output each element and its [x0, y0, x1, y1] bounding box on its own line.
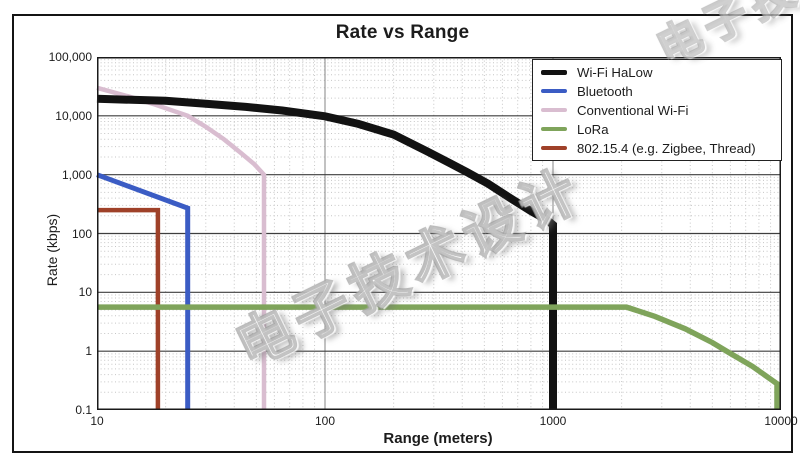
legend-swatch-802-15-4-e-g-zigbee-thread — [541, 146, 567, 150]
x-tick-label-10: 10 — [90, 414, 104, 428]
plot-area — [96, 57, 781, 410]
y-tick-label-1: 1 — [85, 344, 92, 359]
legend-item-conventional-wi-fi: Conventional Wi-Fi — [541, 102, 773, 118]
legend-label-802-15-4-e-g-zigbee-thread: 802.15.4 (e.g. Zigbee, Thread) — [577, 140, 756, 156]
legend-swatch-bluetooth — [541, 89, 567, 93]
chart-frame: Rate vs Range 100,000 10,000 1,000 100 10 1 0.… — [12, 14, 798, 453]
legend-item-bluetooth: Bluetooth — [541, 83, 773, 99]
x-tick-label-10000: 10000 — [764, 414, 798, 428]
series-line-802-15-4-e-g-zigbee-thread — [97, 207, 161, 410]
series-line-bluetooth — [96, 172, 191, 410]
y-tick-label-10000: 10,000 — [55, 108, 92, 123]
plot-border — [97, 57, 781, 410]
series-line-conventional-wi-fi — [96, 85, 267, 410]
legend-label-conventional-wi-fi: Conventional Wi-Fi — [577, 102, 689, 118]
legend-item-wi-fi-halow: Wi-Fi HaLow — [541, 64, 773, 80]
legend-label-bluetooth: Bluetooth — [577, 83, 633, 99]
y-tick-label-1000: 1,000 — [61, 167, 92, 182]
y-tick-label-10: 10 — [78, 285, 92, 300]
legend-swatch-conventional-wi-fi — [541, 108, 567, 112]
legend-label-lora: LoRa — [577, 121, 609, 137]
legend: Wi-Fi HaLow Bluetooth Conventional Wi-Fi Lo… — [532, 59, 782, 161]
legend-label-wi-fi-halow: Wi-Fi HaLow — [577, 64, 653, 80]
x-tick-label-100: 100 — [314, 414, 336, 428]
y-tick-label-100000: 100,000 — [48, 50, 92, 64]
plot-svg — [96, 57, 781, 410]
legend-item-lora: LoRa — [541, 121, 773, 137]
y-tick-label-0.1: 0.1 — [75, 403, 92, 417]
legend-item-802-15-4-e-g-zigbee-thread: 802.15.4 (e.g. Zigbee, Thread) — [541, 140, 773, 156]
legend-swatch-wi-fi-halow — [541, 69, 567, 75]
y-tick-label-100: 100 — [71, 226, 92, 241]
legend-swatch-lora — [541, 127, 567, 131]
x-axis-title: Range (meters) — [383, 430, 493, 447]
series-line-lora — [97, 304, 780, 410]
y-axis-title: Rate (kbps) — [44, 213, 60, 287]
chart-title: Rate vs Range — [335, 22, 470, 43]
series-line-wi-fi-halow — [96, 94, 557, 410]
x-tick-label-1000: 1000 — [539, 414, 567, 428]
